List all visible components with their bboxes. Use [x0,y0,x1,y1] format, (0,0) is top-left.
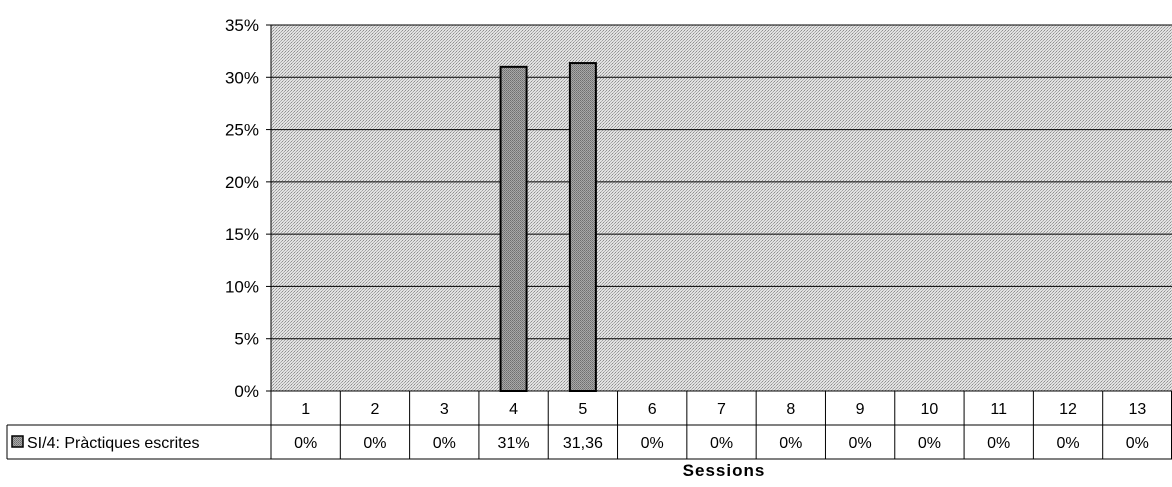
data-label: 0% [849,435,872,452]
legend-key [11,435,24,448]
data-label: 0% [918,435,941,452]
y-tick-label: 30% [225,68,259,87]
y-tick-label: 25% [225,121,259,140]
data-label: 0% [363,435,386,452]
y-tick-label: 15% [225,225,259,244]
data-label: 0% [1056,435,1079,452]
x-tick-label: 4 [509,401,518,418]
data-label: 0% [641,435,664,452]
bar [499,65,528,392]
data-label: 0% [710,435,733,452]
y-tick-label: 35% [225,16,259,35]
bar [568,62,597,393]
y-axis: 0% 5% 10% 15% 20% 25% 30% 35% [225,16,272,401]
plot-area [271,25,1172,391]
data-label: 0% [1126,435,1149,452]
y-tick-label: 10% [225,277,259,296]
legend-label: SI/4: Pràctiques escrites [27,435,200,452]
data-label: 31% [498,435,530,452]
data-label: 0% [779,435,802,452]
data-label: 31,36 [563,435,603,452]
x-tick-label: 3 [440,401,449,418]
x-tick-label: 7 [717,401,726,418]
data-label: 0% [294,435,317,452]
x-tick-label: 1 [301,401,310,418]
y-tick-label: 20% [225,173,259,192]
x-tick-label: 13 [1128,401,1146,418]
x-tick-label: 6 [648,401,657,418]
gridlines [271,24,1172,340]
data-label: 0% [433,435,456,452]
y-tick-label: 5% [234,330,259,349]
x-tick-label: 5 [578,401,587,418]
data-table: 1 0% 2 0% 3 0% 4 31% 5 31,36 6 0% 7 0% 8 0% 9 0% 10 0% 11 0% 1… [6,390,1172,460]
x-tick-label: 12 [1059,401,1077,418]
x-tick-label: 9 [856,401,865,418]
x-tick-label: 8 [786,401,795,418]
x-tick-label: 2 [371,401,380,418]
data-label: 0% [987,435,1010,452]
y-tick-label: 0% [234,382,259,401]
x-tick-label: 11 [990,401,1007,418]
x-tick-label: 10 [921,401,939,418]
x-axis-title: Sessions [683,461,766,480]
